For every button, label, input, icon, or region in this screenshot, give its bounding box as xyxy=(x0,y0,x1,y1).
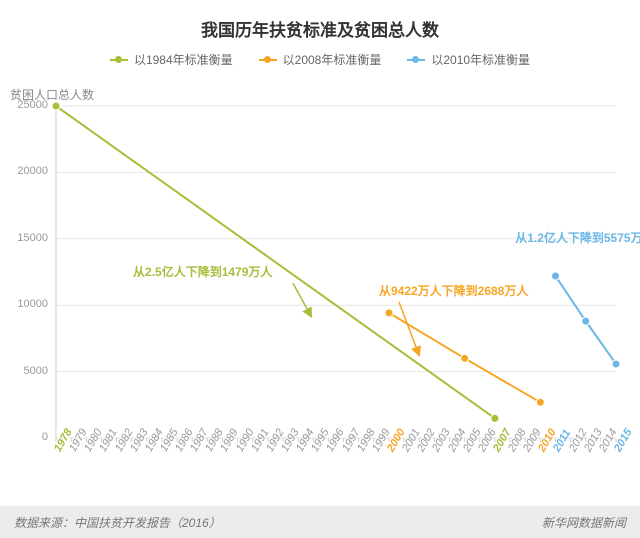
footer-source: 数据来源：中国扶贫开发报告（2016） xyxy=(14,514,221,531)
footer-credit: 新华网数据新闻 xyxy=(542,514,626,531)
plot-area xyxy=(0,0,640,538)
annotation-label: 从2.5亿人下降到1479万人 xyxy=(133,263,272,280)
y-tick: 10000 xyxy=(0,298,48,310)
y-tick: 25000 xyxy=(0,99,48,111)
chart-footer: 数据来源：中国扶贫开发报告（2016） 新华网数据新闻 xyxy=(0,506,640,538)
annotation-label: 从1.2亿人下降到5575万人 xyxy=(515,229,640,246)
y-tick: 5000 xyxy=(0,365,48,377)
y-tick: 0 xyxy=(0,431,48,443)
y-tick: 15000 xyxy=(0,232,48,244)
annotation-label: 从9422万人下降到2688万人 xyxy=(379,282,528,299)
y-tick: 20000 xyxy=(0,165,48,177)
chart-container: 我国历年扶贫标准及贫困总人数 以1984年标准衡量以2008年标准衡量以2010… xyxy=(0,0,640,538)
